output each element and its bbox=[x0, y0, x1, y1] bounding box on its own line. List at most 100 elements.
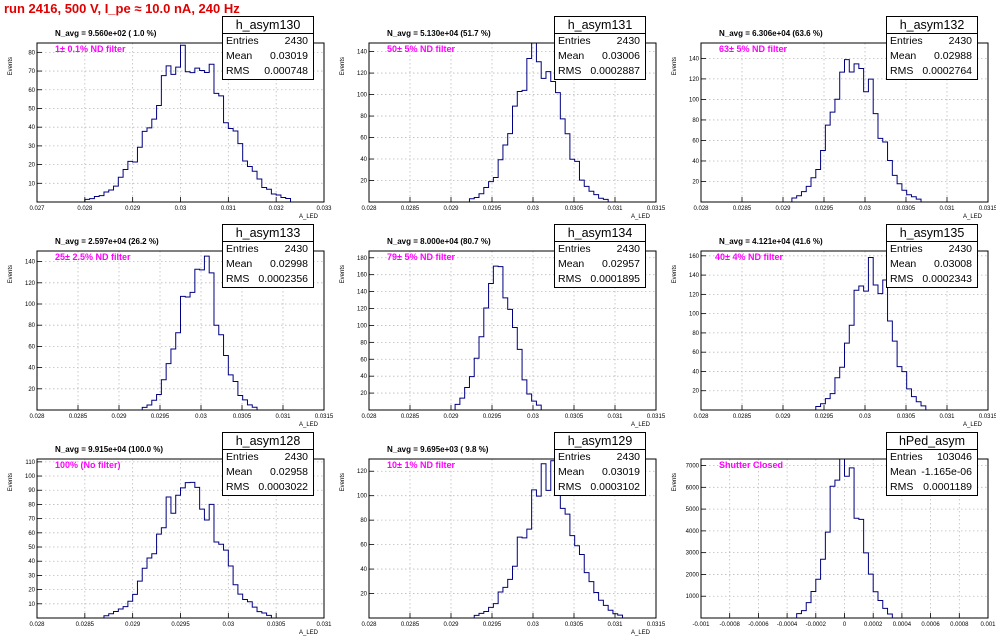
y-tick-label: 80 bbox=[360, 114, 367, 120]
y-tick-label: 20 bbox=[692, 179, 699, 185]
histogram-pad-hPed_asym: -0.001 -0.0008 -0.0006 -0.0004 -0.0002 0 0.000… bbox=[664, 432, 996, 642]
stats-value: 0.02988 bbox=[934, 50, 972, 62]
y-tick-label: 100 bbox=[689, 97, 700, 103]
y-tick-label: 40 bbox=[360, 374, 367, 380]
x-tick-label: 0.0285 bbox=[401, 622, 420, 628]
y-tick-label: 20 bbox=[28, 588, 35, 594]
stats-row-mean: Mean 0.03006 bbox=[555, 49, 645, 64]
x-tick-label: 0.028 bbox=[77, 206, 93, 212]
x-tick-label: 0.029 bbox=[775, 414, 791, 420]
y-tick-label: 100 bbox=[25, 302, 36, 308]
stats-label: Entries bbox=[890, 35, 923, 47]
y-tick-label: 1000 bbox=[686, 594, 700, 600]
y-tick-label: 120 bbox=[689, 292, 700, 298]
x-tick-label: 0.0002 bbox=[864, 622, 883, 628]
x-tick-label: 0.0295 bbox=[815, 206, 834, 212]
x-tick-label: -0.0002 bbox=[806, 622, 827, 628]
stats-row-entries: Entries 2430 bbox=[223, 242, 313, 257]
y-tick-label: 40 bbox=[28, 559, 35, 565]
histogram-plot: 0.027 0.028 0.029 0.03 0.031 0.032 0.033 10 20 30… bbox=[8, 42, 332, 220]
filter-annotation: 63± 5% ND filter bbox=[719, 44, 787, 54]
y-tick-label: 20 bbox=[28, 387, 35, 393]
y-tick-label: 120 bbox=[357, 469, 368, 475]
stats-row-entries: Entries 2430 bbox=[555, 450, 645, 465]
y-tick-label: 60 bbox=[28, 88, 35, 94]
x-tick-label: 0.028 bbox=[361, 206, 377, 212]
histogram-plot: 0.028 0.0285 0.029 0.0295 0.03 0.0305 0.031 0.0… bbox=[672, 250, 996, 428]
y-tick-label: 180 bbox=[357, 256, 368, 262]
histogram-pad-h_asym135: 0.028 0.0285 0.029 0.0295 0.03 0.0305 0.031 0.0… bbox=[664, 224, 996, 434]
y-tick-label: 60 bbox=[692, 138, 699, 144]
stats-row-rms: RMS 0.0001189 bbox=[887, 480, 977, 495]
x-tick-label: 0.031 bbox=[607, 622, 623, 628]
x-tick-label: 0.0295 bbox=[483, 414, 502, 420]
x-tick-label: 0.029 bbox=[443, 622, 459, 628]
y-tick-label: 100 bbox=[357, 93, 368, 99]
x-axis-title: A_LED bbox=[299, 214, 319, 220]
stats-box: h_asym129 Entries 2430 Mean 0.03019 RMS 0.0003… bbox=[554, 432, 646, 496]
navg-label: N_avg = 9.560e+02 ( 1.0 %) bbox=[55, 29, 157, 38]
stats-row-entries: Entries 2430 bbox=[555, 242, 645, 257]
histogram-name: h_asym129 bbox=[555, 433, 645, 450]
x-tick-label: 0.028 bbox=[361, 414, 377, 420]
x-tick-label: 0.029 bbox=[775, 206, 791, 212]
x-tick-label: 0.0285 bbox=[401, 414, 420, 420]
y-tick-label: 100 bbox=[689, 312, 700, 318]
stats-value: 0.03019 bbox=[270, 50, 308, 62]
x-tick-label: -0.0004 bbox=[777, 622, 798, 628]
x-tick-label: 0.029 bbox=[125, 206, 141, 212]
stats-label: Entries bbox=[226, 243, 259, 255]
plot-frame bbox=[700, 42, 989, 203]
y-tick-label: 20 bbox=[360, 592, 367, 598]
stats-row-entries: Entries 2430 bbox=[555, 34, 645, 49]
y-tick-label: 110 bbox=[25, 460, 35, 466]
stats-value: 2430 bbox=[948, 35, 972, 47]
stats-label: RMS bbox=[890, 65, 914, 77]
stats-value: 0.03008 bbox=[934, 258, 972, 270]
filter-annotation: 50± 5% ND filter bbox=[387, 44, 455, 54]
y-tick-label: 20 bbox=[692, 389, 699, 395]
stats-row-entries: Entries 103046 bbox=[887, 450, 977, 465]
navg-label: N_avg = 9.695e+03 ( 9.8 %) bbox=[387, 445, 489, 454]
x-tick-label: 0.03 bbox=[195, 414, 207, 420]
x-tick-label: 0.0305 bbox=[565, 206, 584, 212]
y-tick-label: 60 bbox=[360, 357, 367, 363]
x-tick-label: 0.029 bbox=[443, 206, 459, 212]
stats-label: Entries bbox=[890, 451, 923, 463]
histogram-name: hPed_asym bbox=[887, 433, 977, 450]
x-axis-title: A_LED bbox=[963, 422, 983, 428]
stats-value: 2430 bbox=[284, 35, 308, 47]
stats-box: h_asym134 Entries 2430 Mean 0.02957 RMS 0.0001… bbox=[554, 224, 646, 288]
stats-row-mean: Mean 0.02988 bbox=[887, 49, 977, 64]
stats-row-rms: RMS 0.0002764 bbox=[887, 64, 977, 79]
stats-row-mean: Mean 0.02998 bbox=[223, 257, 313, 272]
y-tick-label: 5000 bbox=[686, 507, 700, 513]
stats-value: 0.02958 bbox=[270, 466, 308, 478]
navg-label: N_avg = 4.121e+04 (41.6 %) bbox=[719, 237, 823, 246]
y-axis-title: Events bbox=[340, 473, 346, 491]
stats-row-entries: Entries 2430 bbox=[887, 34, 977, 49]
stats-box: h_asym128 Entries 2430 Mean 0.02958 RMS 0.0003… bbox=[222, 432, 314, 496]
plot-frame bbox=[368, 250, 657, 411]
x-tick-label: 0.0315 bbox=[979, 414, 996, 420]
stats-value: 2430 bbox=[284, 451, 308, 463]
stats-label: RMS bbox=[558, 481, 582, 493]
y-tick-label: 20 bbox=[360, 179, 367, 185]
y-tick-label: 140 bbox=[357, 50, 368, 56]
y-tick-label: 6000 bbox=[686, 485, 700, 491]
stats-value: 0.0002887 bbox=[590, 65, 640, 77]
x-tick-label: 0.031 bbox=[275, 414, 291, 420]
stats-row-mean: Mean 0.03019 bbox=[223, 49, 313, 64]
stats-value: 0.0003022 bbox=[258, 481, 308, 493]
stats-value: 0.03019 bbox=[602, 466, 640, 478]
histogram-pad-h_asym134: 0.028 0.0285 0.029 0.0295 0.03 0.0305 0.031 0.0… bbox=[332, 224, 666, 434]
stats-label: Entries bbox=[890, 243, 923, 255]
histogram-pad-h_asym129: 0.028 0.0285 0.029 0.0295 0.03 0.0305 0.031 0.0… bbox=[332, 432, 666, 642]
y-tick-label: 80 bbox=[692, 331, 699, 337]
plot-frame bbox=[368, 458, 657, 619]
y-tick-label: 120 bbox=[689, 77, 700, 83]
y-tick-label: 20 bbox=[360, 391, 367, 397]
stats-label: Entries bbox=[226, 35, 259, 47]
x-tick-label: 0.0305 bbox=[565, 622, 584, 628]
navg-label: N_avg = 6.306e+04 (63.6 %) bbox=[719, 29, 823, 38]
